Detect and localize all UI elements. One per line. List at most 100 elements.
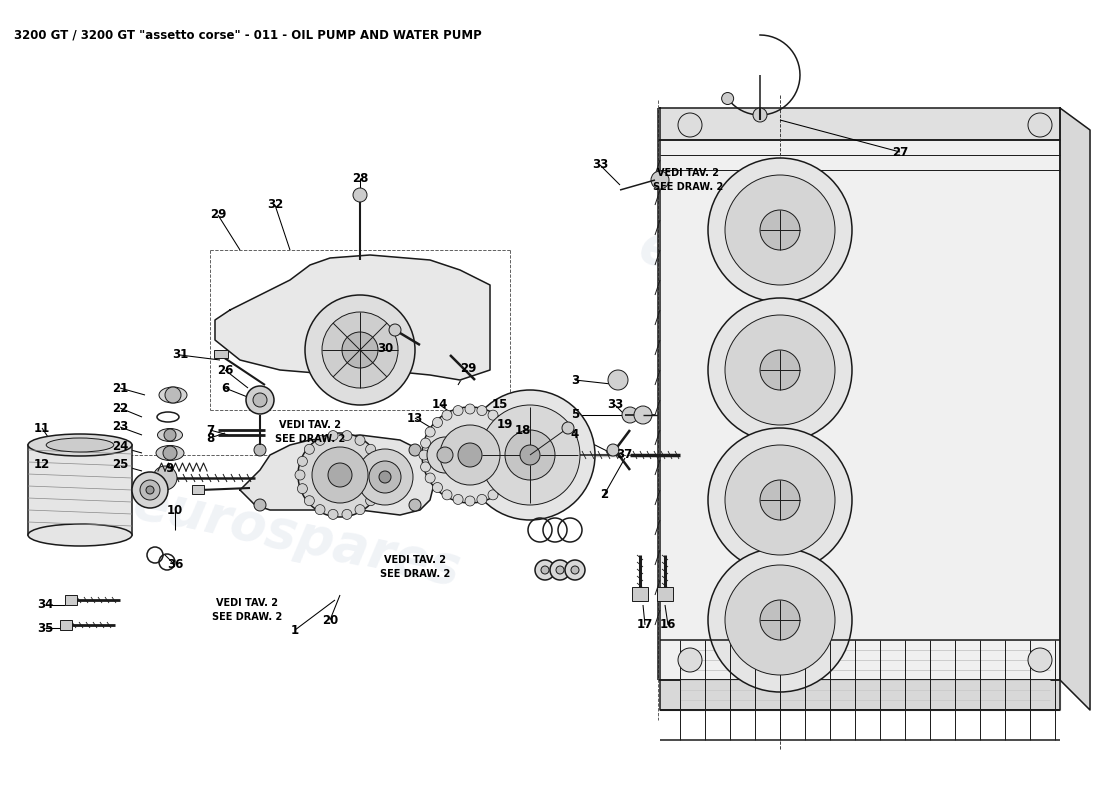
Circle shape: [1028, 113, 1052, 137]
Text: 12: 12: [34, 458, 51, 471]
Text: 4: 4: [571, 429, 579, 442]
Circle shape: [465, 496, 475, 506]
Circle shape: [505, 430, 556, 480]
Circle shape: [465, 390, 595, 520]
Circle shape: [565, 560, 585, 580]
Text: 1: 1: [290, 623, 299, 637]
Ellipse shape: [28, 434, 132, 456]
Circle shape: [477, 494, 487, 505]
Circle shape: [315, 505, 324, 514]
Text: 30: 30: [377, 342, 393, 354]
Circle shape: [760, 600, 800, 640]
Circle shape: [725, 445, 835, 555]
Circle shape: [512, 450, 521, 460]
Circle shape: [163, 446, 177, 460]
Text: 3200 GT / 3200 GT "assetto corse" - 011 - OIL PUMP AND WATER PUMP: 3200 GT / 3200 GT "assetto corse" - 011 …: [14, 28, 482, 41]
Circle shape: [358, 449, 412, 505]
Circle shape: [725, 315, 835, 425]
Circle shape: [305, 496, 315, 506]
Text: 14: 14: [432, 398, 448, 411]
Circle shape: [678, 113, 702, 137]
Text: 26: 26: [217, 363, 233, 377]
Circle shape: [342, 332, 378, 368]
Circle shape: [480, 405, 580, 505]
Text: 3: 3: [571, 374, 579, 386]
Text: VEDI TAV. 2
SEE DRAW. 2: VEDI TAV. 2 SEE DRAW. 2: [212, 598, 282, 622]
Ellipse shape: [160, 387, 187, 403]
Circle shape: [432, 482, 442, 493]
Circle shape: [488, 490, 498, 500]
Circle shape: [373, 456, 383, 466]
Text: 15: 15: [492, 398, 508, 411]
Text: 9: 9: [166, 462, 174, 474]
Text: 24: 24: [112, 441, 129, 454]
Circle shape: [419, 450, 429, 460]
Circle shape: [164, 429, 176, 441]
Circle shape: [541, 566, 549, 574]
Text: 20: 20: [322, 614, 338, 626]
Text: 35: 35: [36, 622, 53, 634]
Circle shape: [453, 494, 463, 505]
Circle shape: [509, 462, 519, 472]
Circle shape: [420, 438, 430, 448]
Circle shape: [409, 444, 421, 456]
Ellipse shape: [28, 524, 132, 546]
Circle shape: [379, 471, 390, 483]
Text: 28: 28: [352, 171, 368, 185]
Circle shape: [373, 484, 383, 494]
Circle shape: [420, 462, 430, 472]
Circle shape: [153, 466, 177, 490]
Text: 13: 13: [407, 411, 424, 425]
Text: 19: 19: [497, 418, 514, 431]
Text: 18: 18: [515, 423, 531, 437]
Circle shape: [509, 438, 519, 448]
Circle shape: [556, 566, 564, 574]
Text: 31: 31: [172, 349, 188, 362]
Circle shape: [550, 560, 570, 580]
Circle shape: [708, 428, 852, 572]
Circle shape: [328, 463, 352, 487]
Circle shape: [368, 461, 402, 493]
Text: VEDI TAV. 2
SEE DRAW. 2: VEDI TAV. 2 SEE DRAW. 2: [275, 420, 345, 444]
Text: 21: 21: [112, 382, 128, 394]
Circle shape: [465, 404, 475, 414]
Bar: [60, 620, 72, 630]
Circle shape: [754, 108, 767, 122]
Circle shape: [353, 188, 367, 202]
Circle shape: [298, 433, 382, 517]
Polygon shape: [660, 108, 1060, 140]
Circle shape: [520, 445, 540, 465]
Circle shape: [426, 473, 436, 483]
Text: eurospares: eurospares: [635, 220, 971, 340]
Circle shape: [253, 393, 267, 407]
Text: 36: 36: [167, 558, 184, 571]
Circle shape: [322, 312, 398, 388]
Text: 6: 6: [221, 382, 229, 394]
Circle shape: [621, 407, 638, 423]
Circle shape: [725, 565, 835, 675]
Text: 37: 37: [616, 449, 632, 462]
Text: 29: 29: [460, 362, 476, 374]
Circle shape: [305, 444, 315, 454]
Circle shape: [760, 480, 800, 520]
Circle shape: [760, 350, 800, 390]
Ellipse shape: [46, 438, 113, 452]
Circle shape: [355, 435, 365, 446]
Bar: [192, 485, 204, 494]
Text: 8: 8: [206, 431, 214, 445]
Circle shape: [422, 407, 518, 503]
Circle shape: [678, 648, 702, 672]
Circle shape: [497, 418, 507, 427]
Text: 25: 25: [112, 458, 129, 471]
Text: 11: 11: [34, 422, 51, 434]
Circle shape: [315, 435, 324, 446]
Polygon shape: [214, 255, 490, 380]
Circle shape: [708, 548, 852, 692]
Text: VEDI TAV. 2
SEE DRAW. 2: VEDI TAV. 2 SEE DRAW. 2: [653, 168, 723, 192]
Text: 7: 7: [206, 423, 214, 437]
Circle shape: [342, 430, 352, 441]
Circle shape: [725, 175, 835, 285]
Circle shape: [760, 210, 800, 250]
Circle shape: [651, 171, 669, 189]
Circle shape: [389, 324, 402, 336]
